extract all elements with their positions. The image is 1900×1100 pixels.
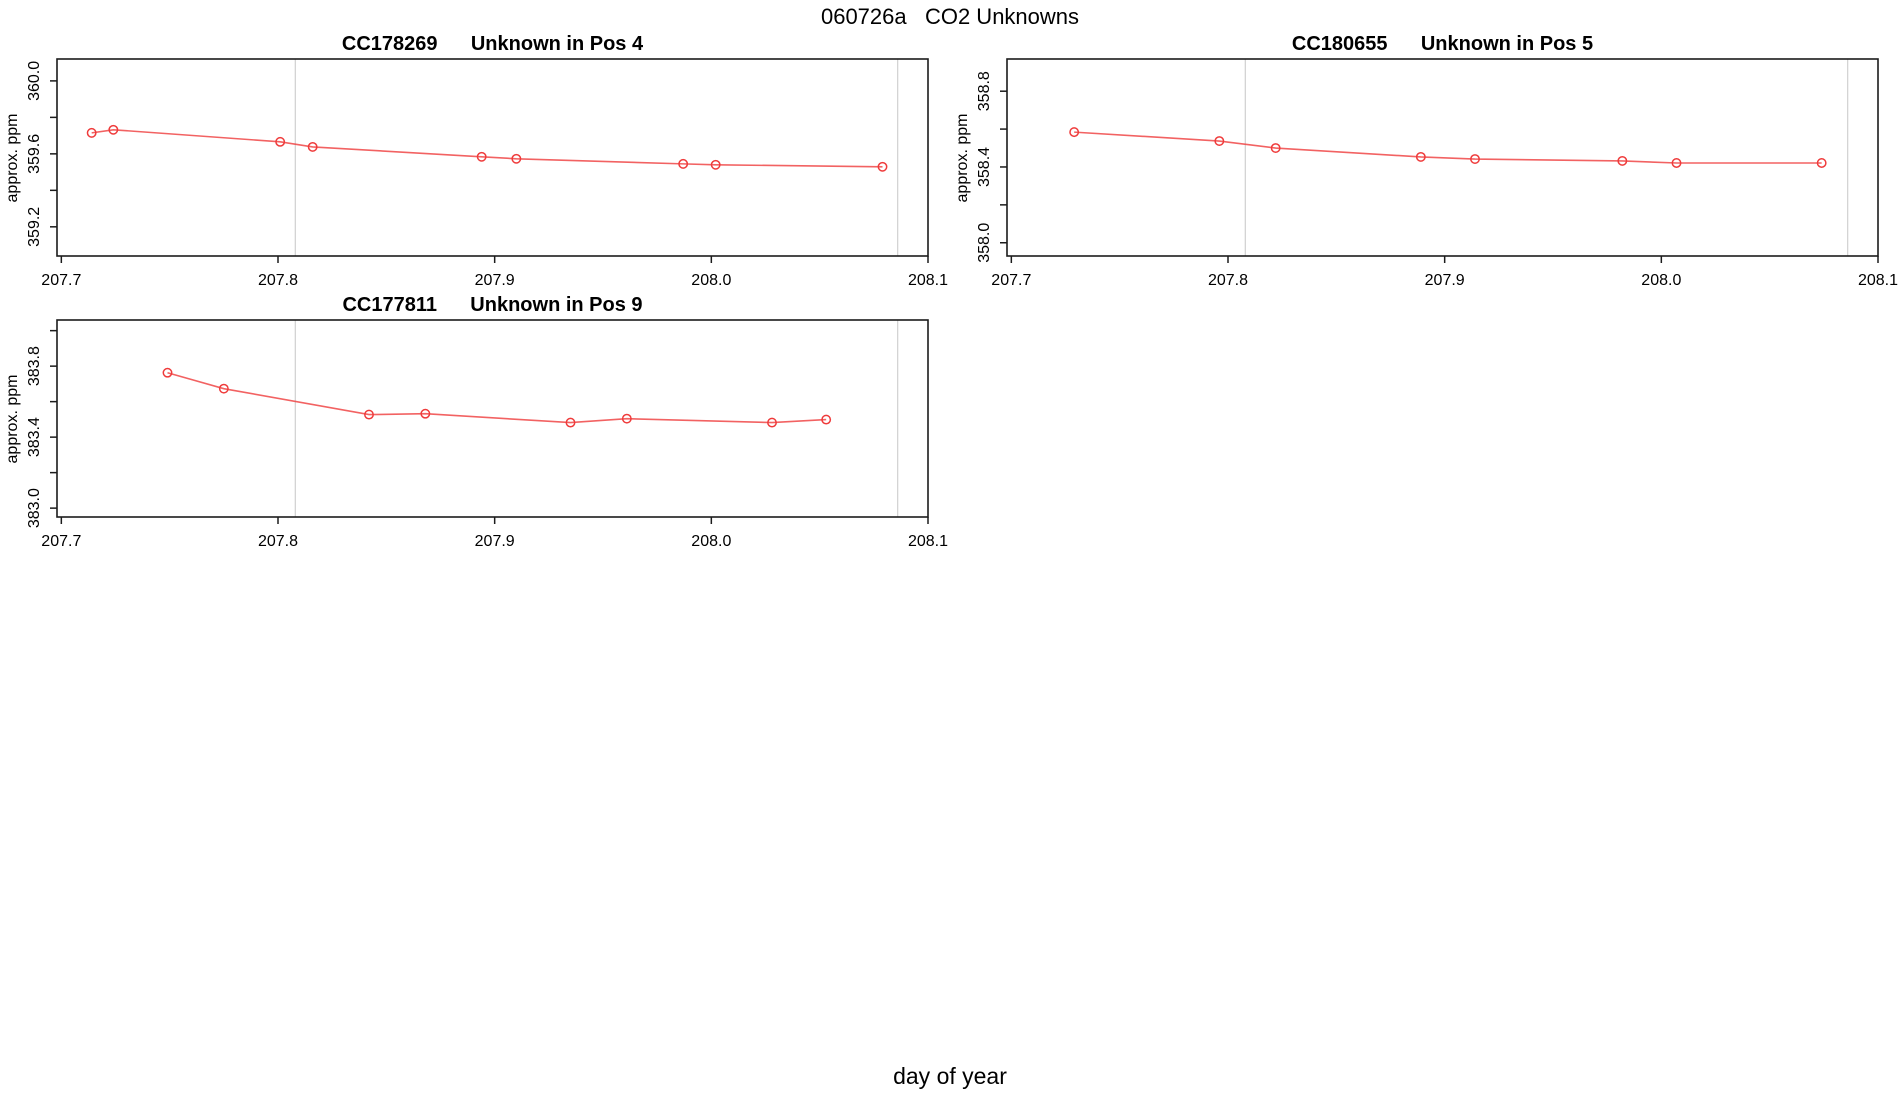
plot-border <box>1006 58 1879 257</box>
x-tick-label: 207.9 <box>475 272 515 289</box>
data-point <box>1214 136 1225 146</box>
panel-title-pos5: CC180655 Unknown in Pos 5 <box>1291 33 1594 55</box>
plot-border <box>56 319 929 518</box>
y-tick-label: 358.4 <box>976 147 993 187</box>
x-tick-label: 208.1 <box>908 533 948 550</box>
y-tick-label: 358.8 <box>976 71 993 111</box>
x-tick-label: 208.0 <box>691 272 731 289</box>
data-point <box>162 367 173 378</box>
plot-border <box>56 58 929 257</box>
y-tick-label: 359.2 <box>26 207 43 247</box>
y-tick-label: 383.4 <box>26 417 43 457</box>
data-point <box>621 413 632 424</box>
data-line <box>1074 131 1822 164</box>
data-point <box>821 414 832 425</box>
y-tick-label: 383.8 <box>26 346 43 386</box>
x-tick-label: 208.0 <box>691 533 731 550</box>
chart-panel-pos5: 207.7 207.8 207.9 208.0 208.1 358.8 358.4 358.0 <box>976 58 1898 289</box>
x-tick-label: 207.8 <box>258 272 298 289</box>
x-tick-label: 207.7 <box>991 272 1031 289</box>
y-tick-label: 383.0 <box>26 488 43 528</box>
x-tick-label: 207.7 <box>41 533 81 550</box>
chart-panel-pos4: 207.7 207.8 207.9 208.0 208.1 360.0 359.6 359.2 <box>26 58 948 289</box>
data-line <box>167 371 827 424</box>
x-tick-label: 207.8 <box>1208 272 1248 289</box>
x-tick-label: 208.0 <box>1641 272 1681 289</box>
data-point <box>877 161 888 172</box>
panel-title-pos9: CC177811 Unknown in Pos 9 <box>342 294 643 316</box>
data-point <box>420 408 431 419</box>
x-axis-label: day of year <box>893 1063 1007 1089</box>
data-point <box>1816 158 1827 168</box>
data-point <box>108 124 119 135</box>
data-point <box>565 417 576 428</box>
data-point <box>1617 155 1628 166</box>
data-point <box>1415 151 1426 162</box>
data-point <box>1671 158 1682 168</box>
data-point <box>710 159 721 170</box>
data-point <box>86 127 97 138</box>
chart-panel-pos9: 207.7 207.8 207.9 208.0 208.1 383.8 383.4 383.0 <box>26 319 948 550</box>
data-point <box>1470 154 1480 164</box>
x-tick-label: 207.9 <box>475 533 515 550</box>
x-tick-label: 208.1 <box>1858 272 1898 289</box>
data-point <box>678 158 689 169</box>
data-line <box>91 128 883 168</box>
figure-title: 060726a CO2 Unknowns <box>820 4 1080 29</box>
data-point <box>1069 127 1080 138</box>
y-tick-label: 360.0 <box>26 61 43 101</box>
data-point <box>364 409 374 420</box>
data-point <box>307 141 318 152</box>
y-tick-label: 359.6 <box>26 134 43 174</box>
y-tick-label: 358.0 <box>976 223 993 263</box>
data-point <box>218 383 229 394</box>
data-point <box>767 417 777 428</box>
x-tick-label: 208.1 <box>908 272 948 289</box>
data-point <box>511 153 522 164</box>
x-tick-label: 207.8 <box>258 533 298 550</box>
data-point <box>275 136 286 147</box>
x-tick-label: 207.9 <box>1425 272 1465 289</box>
data-point <box>1270 143 1281 153</box>
x-tick-label: 207.7 <box>41 272 81 289</box>
data-point <box>476 151 487 162</box>
panel-title-pos4: CC178269 Unknown in Pos 4 <box>341 33 644 55</box>
